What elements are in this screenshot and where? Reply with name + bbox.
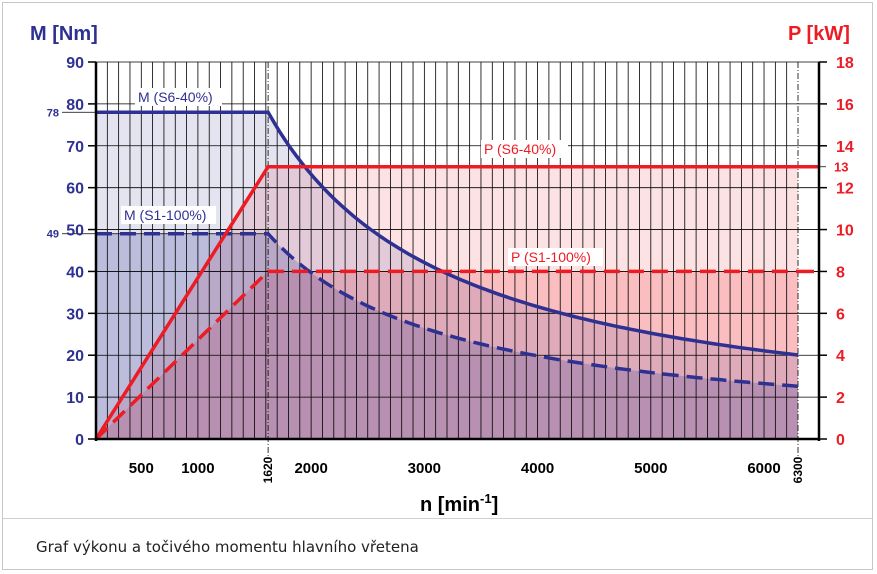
x-axis-title: n [min-1] — [420, 491, 498, 516]
line-m-s1 — [95, 231, 799, 388]
left-tick-label: 50 — [66, 223, 84, 240]
right-tick-label: 16 — [836, 97, 854, 114]
series-label-p-s1-bg — [508, 248, 604, 266]
right-axis-title: P [kW] — [788, 23, 850, 45]
right-tick-label: 10 — [836, 223, 854, 240]
x-tick-label: 1000 — [181, 460, 214, 477]
ref-label-78: 78 — [47, 107, 59, 119]
chart: M [Nm] P [kW] 0 10 20 30 40 50 60 70 80 90 0 2 4 6 8 10 12… — [30, 23, 854, 516]
caption-separator — [3, 518, 872, 519]
figure-caption: Graf výkonu a točivého momentu hlavního … — [36, 538, 419, 556]
x-tick-label: 500 — [129, 460, 154, 477]
right-tick-label: 4 — [836, 348, 845, 365]
right-tick-label: 6 — [836, 306, 845, 323]
series-label-m-s1-bg — [121, 206, 217, 224]
ref-label-13: 13 — [834, 160, 848, 175]
right-tick-label: 2 — [836, 390, 845, 407]
x-tick-label: 3000 — [408, 460, 441, 477]
left-axis-title: M [Nm] — [30, 23, 98, 45]
x-tick-label-rotated: 6300 — [791, 456, 805, 483]
series-lines — [94, 110, 819, 441]
right-tick-label: 18 — [836, 55, 854, 72]
line-m-s6 — [95, 110, 799, 357]
left-tick-label: 80 — [66, 97, 84, 114]
right-tick-label: 12 — [836, 181, 854, 198]
left-tick-label: 70 — [66, 139, 84, 156]
x-tick-label: 6000 — [747, 460, 780, 477]
x-tick-label-rotated: 1620 — [261, 456, 275, 483]
line-p-s6 — [94, 164, 798, 440]
series-label-m-s6-bg — [135, 88, 222, 106]
series-label-m-s1: M (S1-100%) — [124, 207, 206, 223]
x-tick-label: 4000 — [521, 460, 554, 477]
series-label-p-s6: P (S6-40%) — [484, 141, 556, 157]
axes — [88, 61, 827, 441]
series-label-p-s1: P (S1-100%) — [511, 249, 591, 265]
left-tick-label: 60 — [66, 181, 84, 198]
left-tick-label: 0 — [75, 432, 84, 449]
series-label-m-s6: M (S6-40%) — [138, 89, 213, 105]
left-tick-label: 20 — [66, 348, 84, 365]
right-tick-label: 0 — [836, 432, 845, 449]
left-tick-label: 30 — [66, 306, 84, 323]
x-tick-label: 2000 — [294, 460, 327, 477]
labels: M [Nm] P [kW] 0 10 20 30 40 50 60 70 80 90 0 2 4 6 8 10 12… — [30, 23, 854, 516]
right-tick-label: 8 — [836, 264, 845, 281]
series-label-p-s6-bg — [481, 140, 568, 158]
right-tick-label: 14 — [836, 139, 854, 156]
left-tick-label: 40 — [66, 264, 84, 281]
ref-label-49: 49 — [47, 229, 59, 241]
line-p-s1 — [94, 269, 798, 441]
left-tick-label: 90 — [66, 55, 84, 72]
left-tick-label: 10 — [66, 390, 84, 407]
x-tick-label: 5000 — [634, 460, 667, 477]
